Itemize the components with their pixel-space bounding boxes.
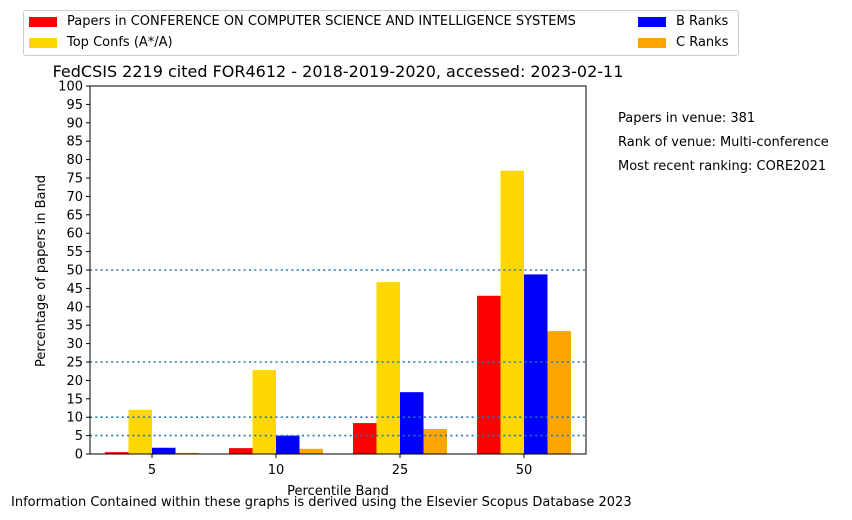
y-tick-label-0: 0 <box>75 448 83 463</box>
y-axis-label: Percentage of papers in Band <box>34 175 49 367</box>
x-tick-label-25: 25 <box>392 463 409 478</box>
legend-label-b-ranks: B Ranks <box>676 14 729 29</box>
bar-b-25 <box>400 392 424 454</box>
most-recent-ranking-note: Most recent ranking: CORE2021 <box>618 159 827 174</box>
bar-papers-25 <box>353 423 377 454</box>
bar-top-50 <box>500 170 524 454</box>
plot-frame <box>89 85 587 455</box>
bar-c-25 <box>423 428 447 454</box>
y-tick-label-65: 65 <box>66 208 83 223</box>
bar-c-10 <box>299 448 323 454</box>
bar-b-10 <box>276 435 300 454</box>
papers-in-venue-note: Papers in venue: 381 <box>618 111 756 126</box>
data-source-footer: Information Contained within these graph… <box>11 495 632 510</box>
y-tick-label-55: 55 <box>66 245 83 260</box>
x-tick-label-10: 10 <box>268 463 285 478</box>
x-tick-label-50: 50 <box>516 463 533 478</box>
y-tick-label-60: 60 <box>66 227 83 242</box>
bar-papers-5 <box>105 452 129 454</box>
y-tick-label-70: 70 <box>66 190 83 205</box>
bar-c-5 <box>175 452 199 454</box>
legend-swatch-papers <box>29 17 57 27</box>
bar-papers-10 <box>229 448 253 454</box>
legend-swatch-top-confs <box>29 38 57 48</box>
legend-label-c-ranks: C Ranks <box>676 35 729 50</box>
y-tick-label-20: 20 <box>66 374 83 389</box>
chart-legend: Papers in CONFERENCE ON COMPUTER SCIENCE… <box>23 10 739 56</box>
bar-top-25 <box>376 282 400 454</box>
legend-swatch-c-ranks <box>638 38 666 48</box>
y-tick-label-10: 10 <box>66 411 83 426</box>
bar-top-5 <box>128 409 152 454</box>
y-tick-label-100: 100 <box>58 80 83 95</box>
legend-label-top-confs: Top Confs (A*/A) <box>67 35 173 50</box>
bar-c-50 <box>547 331 571 454</box>
y-tick-label-90: 90 <box>66 116 83 131</box>
legend-label-papers: Papers in CONFERENCE ON COMPUTER SCIENCE… <box>67 14 576 29</box>
y-tick-label-35: 35 <box>66 319 83 334</box>
y-tick-label-85: 85 <box>66 135 83 150</box>
rank-of-venue-note: Rank of venue: Multi-conference <box>618 135 829 150</box>
bar-papers-50 <box>477 295 501 454</box>
y-tick-label-30: 30 <box>66 337 83 352</box>
y-tick-label-15: 15 <box>66 392 83 407</box>
y-tick-label-75: 75 <box>66 172 83 187</box>
y-tick-label-40: 40 <box>66 300 83 315</box>
y-tick-label-80: 80 <box>66 153 83 168</box>
bar-b-50 <box>524 274 548 454</box>
y-tick-label-25: 25 <box>66 356 83 371</box>
x-axis-label: Percentile Band <box>287 484 389 499</box>
chart-title: FedCSIS 2219 cited FOR4612 - 2018-2019-2… <box>53 62 624 81</box>
legend-swatch-b-ranks <box>638 17 666 27</box>
x-tick-label-5: 5 <box>148 463 156 478</box>
y-tick-label-95: 95 <box>66 98 83 113</box>
bar-b-5 <box>152 447 176 454</box>
y-tick-label-5: 5 <box>75 429 83 444</box>
y-tick-label-50: 50 <box>66 264 83 279</box>
bar-top-10 <box>252 370 276 454</box>
y-tick-label-45: 45 <box>66 282 83 297</box>
